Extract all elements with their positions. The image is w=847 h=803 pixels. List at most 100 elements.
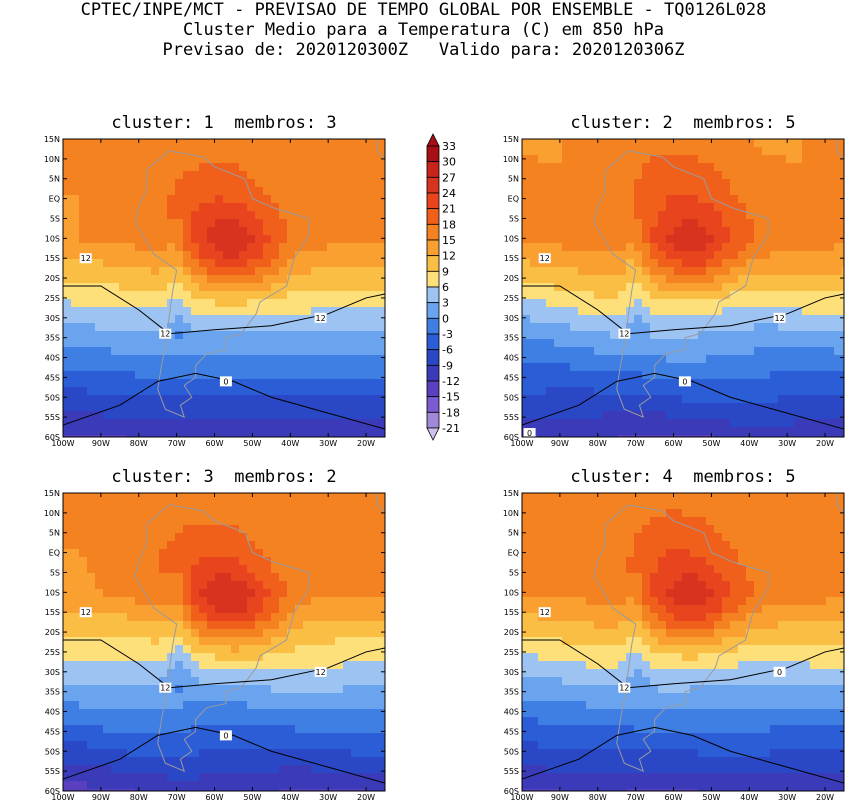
contour-label: 0 [682, 377, 687, 386]
lat-tick-label: 50S [504, 393, 519, 402]
contour-0-line-4 [521, 726, 845, 784]
colorbar-box [426, 364, 440, 382]
continent-outline-1 [134, 150, 310, 419]
lat-tick-label: 10N [503, 155, 519, 164]
colorbar-label: -12 [442, 375, 460, 388]
lat-tick-label: 20S [45, 274, 60, 283]
lat-tick-label: 5S [50, 214, 60, 223]
lon-tick-label: 70W [627, 793, 645, 802]
lon-tick-label: 90W [92, 439, 110, 448]
lat-tick-label: 15S [504, 608, 519, 617]
colorbar-box [426, 223, 440, 241]
contour-label: 12 [540, 254, 550, 263]
lat-tick-label: 40S [504, 708, 519, 717]
continent-outline-2 [593, 150, 769, 419]
colorbar-label: 15 [442, 234, 456, 247]
lon-tick-label: 20W [357, 439, 375, 448]
contour-12-line-3 [63, 639, 386, 689]
lon-tick-label: 90W [551, 793, 569, 802]
colorbar-box [426, 396, 440, 413]
contour-label-bg [219, 376, 232, 387]
contour-label-bg [79, 253, 92, 264]
lat-tick-label: 10N [44, 509, 60, 518]
contour-label-bg [618, 328, 631, 339]
lat-tick-label: 20S [45, 628, 60, 637]
lat-tick-label: 40S [45, 354, 60, 363]
lon-tick-label: 50W [702, 439, 720, 448]
contour-label: 12 [160, 330, 170, 339]
contour-label: 0 [527, 429, 532, 438]
contour-label: 0 [777, 668, 782, 677]
map-panel-2: 12 12 12 0 0 15N 10N 5N EQ 5S 10S 15S 20S 25S 30S 35S 40… [503, 135, 845, 448]
lon-tick-label: 40W [281, 439, 299, 448]
map-frame-3 [62, 492, 386, 792]
lon-tick-label: 40W [740, 793, 758, 802]
colorbar-box [426, 349, 440, 366]
colorbar-box [426, 208, 440, 225]
lat-tick-label: 45S [504, 727, 519, 736]
lon-tick-label: 90W [92, 793, 110, 802]
lat-tick-label: EQ [49, 195, 60, 204]
colorbar-label: -6 [442, 344, 453, 357]
lat-tick-label: 25S [45, 648, 60, 657]
contour-label-bg [773, 312, 786, 323]
lat-tick-label: EQ [49, 549, 60, 558]
colorbar-label: 24 [442, 187, 456, 200]
lat-tick-label: 10N [44, 155, 60, 164]
colorbar-box [426, 317, 440, 335]
contour-label-bg [523, 428, 536, 439]
contour-label-bg [314, 666, 327, 677]
lon-tick-label: 50W [243, 793, 261, 802]
lat-tick-label: 5N [508, 529, 519, 538]
lat-tick-label: 25S [45, 294, 60, 303]
lat-tick-label: 30S [504, 668, 519, 677]
lon-tick-label: 70W [627, 439, 645, 448]
colorbar-label: -18 [442, 406, 460, 419]
lon-tick-label: 20W [357, 793, 375, 802]
colorbar-label: -15 [442, 391, 460, 404]
lat-tick-label: 5N [49, 175, 60, 184]
contour-label-bg [79, 607, 92, 618]
lon-tick-label: 80W [589, 439, 607, 448]
lon-tick-label: 100W [51, 439, 74, 448]
lat-tick-label: 25S [504, 648, 519, 657]
contour-label: 12 [81, 254, 91, 263]
lat-tick-label: 35S [45, 334, 60, 343]
map-frame-2 [521, 138, 845, 438]
colorbar-box [426, 145, 440, 163]
colorbar-label: 33 [442, 140, 456, 153]
lat-tick-label: 10N [503, 509, 519, 518]
contour-label: 12 [316, 668, 326, 677]
lat-tick-label: 50S [45, 393, 60, 402]
contour-12-line-4 [522, 639, 845, 689]
lat-tick-label: 50S [45, 747, 60, 756]
colorbar-box [426, 411, 440, 429]
lon-tick-label: 60W [664, 793, 682, 802]
map-frame-1 [62, 138, 386, 438]
lon-tick-label: 30W [319, 439, 337, 448]
contour-label: 12 [160, 684, 170, 693]
contour-label: 12 [316, 314, 326, 323]
colorbar-box [426, 176, 440, 194]
lat-tick-label: 15S [45, 608, 60, 617]
colorbar-label: 0 [442, 312, 449, 325]
map-panel-1: 12 12 12 0 15N 10N 5N EQ 5S 10S 15S 20S 25S 30S 35S 40S… [44, 135, 386, 448]
continent-outline-3 [134, 504, 310, 773]
contour-label-bg [538, 253, 551, 264]
lon-tick-label: 70W [168, 793, 186, 802]
contour-0-line-3 [62, 726, 386, 784]
lon-tick-label: 100W [510, 793, 533, 802]
lon-tick-label: 80W [130, 439, 148, 448]
lat-tick-label: 60S [504, 787, 519, 796]
lon-tick-label: 50W [243, 439, 261, 448]
lat-tick-label: 5S [509, 214, 519, 223]
lat-tick-label: 10S [504, 234, 519, 243]
map-frame-4 [521, 492, 845, 792]
colorbar-box [426, 380, 440, 398]
colorbar-box [426, 333, 440, 351]
lon-tick-label: 30W [778, 439, 796, 448]
lat-tick-label: 55S [45, 767, 60, 776]
lon-tick-label: 90W [551, 439, 569, 448]
lon-tick-label: 100W [510, 439, 533, 448]
